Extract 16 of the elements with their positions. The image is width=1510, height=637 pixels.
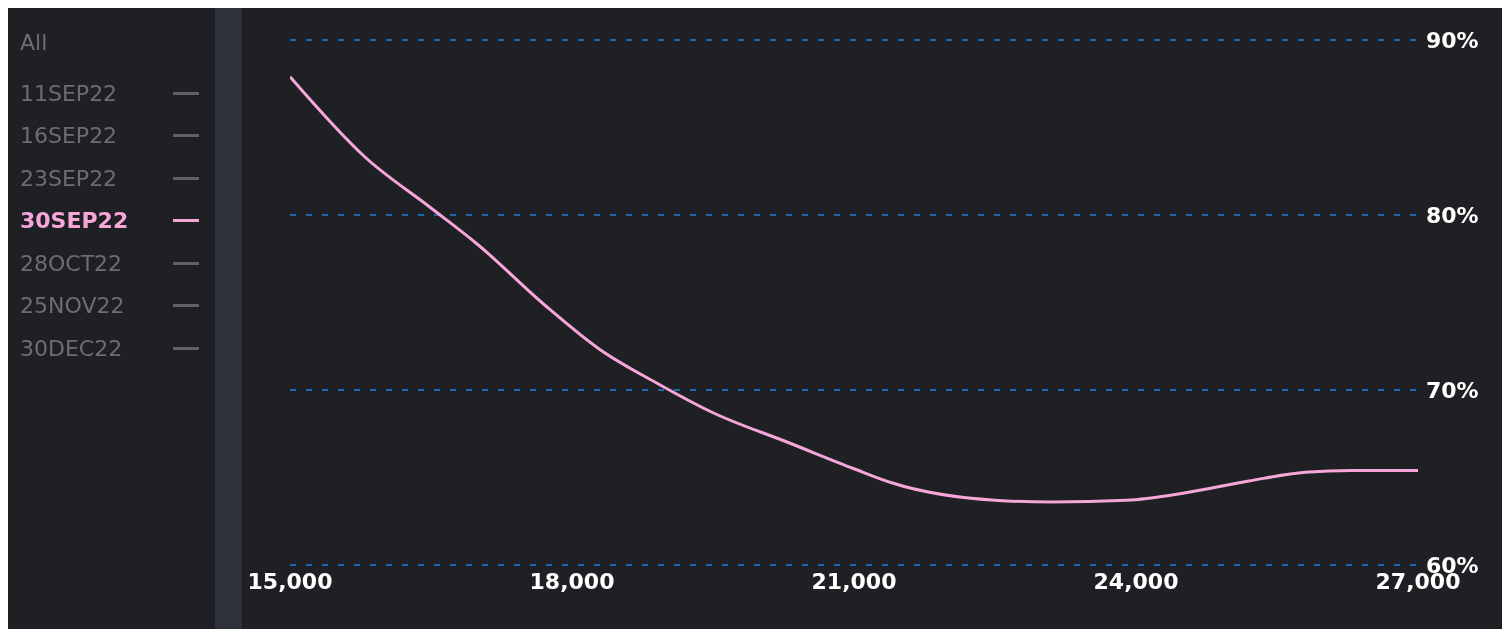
legend-label: 23SEP22: [20, 165, 118, 191]
y-tick-label: 90%: [1426, 27, 1479, 53]
legend-label: 11SEP22: [20, 80, 118, 106]
legend-label: 16SEP22: [20, 123, 118, 149]
y-tick-label: 70%: [1426, 377, 1479, 403]
x-tick-label: 21,000: [811, 568, 897, 594]
line-series: [290, 75, 1418, 504]
legend-label: 28OCT22: [20, 250, 123, 276]
legend-label: 25NOV22: [20, 293, 125, 319]
legend-label: 30DEC22: [20, 335, 123, 361]
x-tick-label: 24,000: [1093, 568, 1179, 594]
legend-title: All: [20, 30, 49, 57]
legend-label: 30SEP22: [20, 208, 129, 234]
x-tick-label: 15,000: [247, 568, 333, 594]
x-tick-label: 18,000: [529, 568, 615, 594]
y-tick-label: 80%: [1426, 202, 1479, 228]
